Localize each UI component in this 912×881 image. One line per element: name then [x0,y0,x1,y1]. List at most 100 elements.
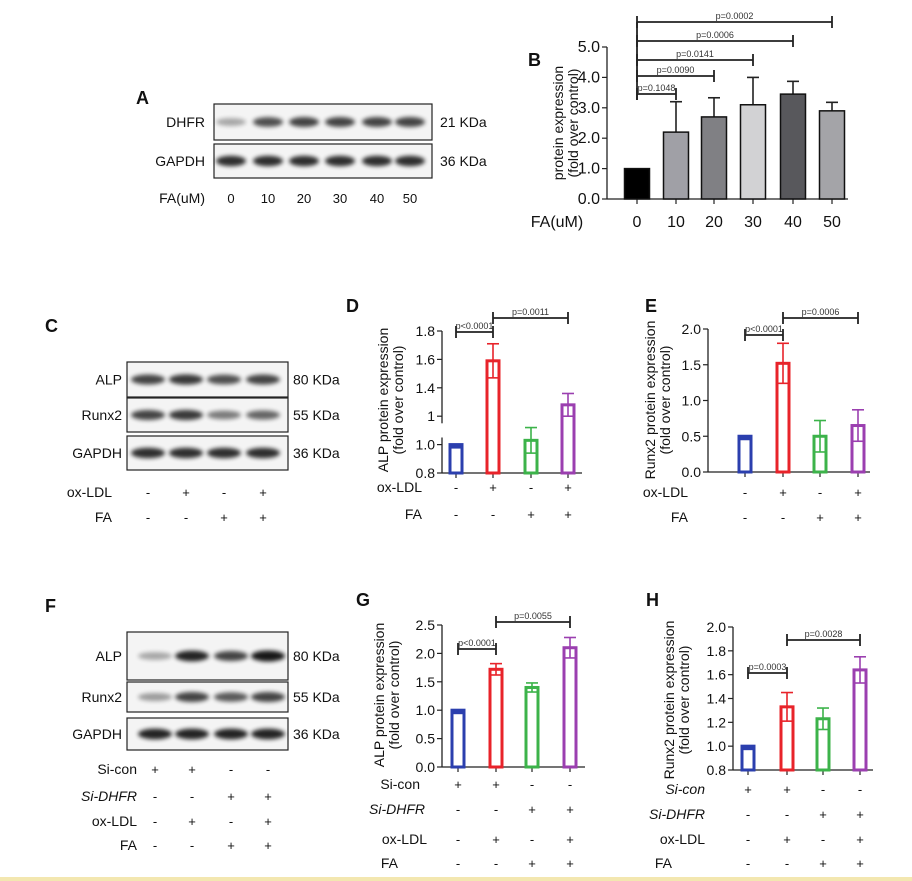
y-tick-label: 4.0 [578,69,600,86]
condition-label: FA [120,837,138,853]
panel-label-G: G [356,590,370,610]
condition-value: - [229,814,233,829]
y-tick-label: 1.8 [707,643,727,659]
condition-label: FA [381,855,399,871]
condition-value: - [568,777,572,792]
bar [700,116,728,200]
y-tick-label: 5.0 [578,39,600,56]
bar [523,438,539,475]
condition-value: + [783,782,791,797]
blot-band [395,117,425,127]
blot-row-label: DHFR [166,114,205,130]
condition-value: - [781,510,785,525]
molecular-weight-label: 36 KDa [293,726,340,742]
bottom-border [0,877,912,881]
y-axis-label: (fold over control) [565,69,581,178]
condition-label: ox-LDL [643,484,688,500]
blot-band [216,118,246,126]
p-value-label: p<0.0001 [456,321,494,331]
condition-value: 20 [297,191,311,206]
blot-band [175,728,209,740]
condition-value: + [259,510,267,525]
y-tick-label: 1.0 [578,161,600,178]
bar [524,685,540,769]
condition-value: + [454,777,462,792]
chart-D: D 0.8 1.0 1 1.4 1.6 1.8 ALP protein expression(… [346,296,582,522]
bar [488,667,504,769]
y-tick-label: 1.6 [707,667,727,683]
condition-value: + [227,838,235,853]
y-tick-label: 2.0 [682,321,702,337]
condition-value: + [564,507,572,522]
blot-band [169,447,203,459]
bar [623,167,651,200]
p-value-label: p=0.0003 [749,662,787,672]
chart-G: G 0.0 0.5 1.0 1.5 2.0 2.5 ALP protein expressio… [356,590,585,871]
y-tick-label: 0.8 [707,762,727,778]
x-tick-label: 40 [784,214,802,231]
molecular-weight-label: 36 KDa [440,153,487,169]
condition-value: - [494,802,498,817]
condition-value: + [819,807,827,822]
condition-value: - [530,777,534,792]
x-axis-label: FA(uM) [531,214,583,231]
condition-value: - [454,507,458,522]
p-value-label: p=0.0011 [512,307,549,317]
panel-label-B: B [528,50,541,70]
condition-value: + [564,480,572,495]
condition-value: + [856,832,864,847]
blot-band [214,728,248,740]
blot-row-label: ALP [96,648,122,664]
bar-cap [742,745,754,751]
condition-value: - [222,485,226,500]
bar [662,131,690,200]
blot-runx2 [126,397,289,433]
panel-label-D: D [346,296,359,316]
y-tick-label: 0.0 [416,759,436,775]
bar [812,434,828,474]
y-tick-label: 1 [427,408,435,424]
panel-label-C: C [45,316,58,336]
blot-band [325,155,355,167]
condition-label: FA [95,509,113,525]
condition-value: - [146,510,150,525]
condition-value: + [492,832,500,847]
panel-label-H: H [646,590,659,610]
p-value-label: p=0.1048 [638,83,676,93]
y-tick-label: 2.0 [578,130,600,147]
bar-cap [739,435,751,441]
blot-band [325,117,355,127]
blot-alp [126,361,289,398]
condition-value: + [489,480,497,495]
condition-value: + [783,832,791,847]
condition-value: 50 [403,191,417,206]
condition-value: + [854,510,862,525]
chart-E: E 0.0 0.5 1.0 1.5 2.0 Runx2 protein expression… [642,296,870,525]
p-value-label: p<0.0001 [745,324,783,334]
bar [739,104,767,200]
condition-label: FA [655,855,673,871]
condition-value: - [530,832,534,847]
bar [485,359,501,475]
bar [560,403,576,475]
y-tick-label: 2.0 [416,645,436,661]
blot-band [131,374,165,385]
panel-label-E: E [645,296,657,316]
condition-value: - [858,782,862,797]
blot-band [362,117,392,127]
x-tick-label: 0 [633,214,642,231]
condition-value: 30 [333,191,347,206]
chart-B: B 0.0 1.0 2.0 3.0 4.0 5.0 protein expression (fo… [528,11,848,231]
y-axis-label: ALP protein expression [375,328,391,473]
chart-H: H 0.8 1.0 1.2 1.4 1.6 1.8 2.0 Runx2 protein expr… [646,590,873,871]
blot-band [175,650,209,662]
x-tick-label: 30 [744,214,762,231]
condition-value: - [746,856,750,871]
condition-value: + [528,856,536,871]
condition-label: ox-LDL [377,479,422,495]
blot-band [169,409,203,421]
condition-value: - [454,480,458,495]
condition-value: - [153,789,157,804]
condition-value: - [821,782,825,797]
